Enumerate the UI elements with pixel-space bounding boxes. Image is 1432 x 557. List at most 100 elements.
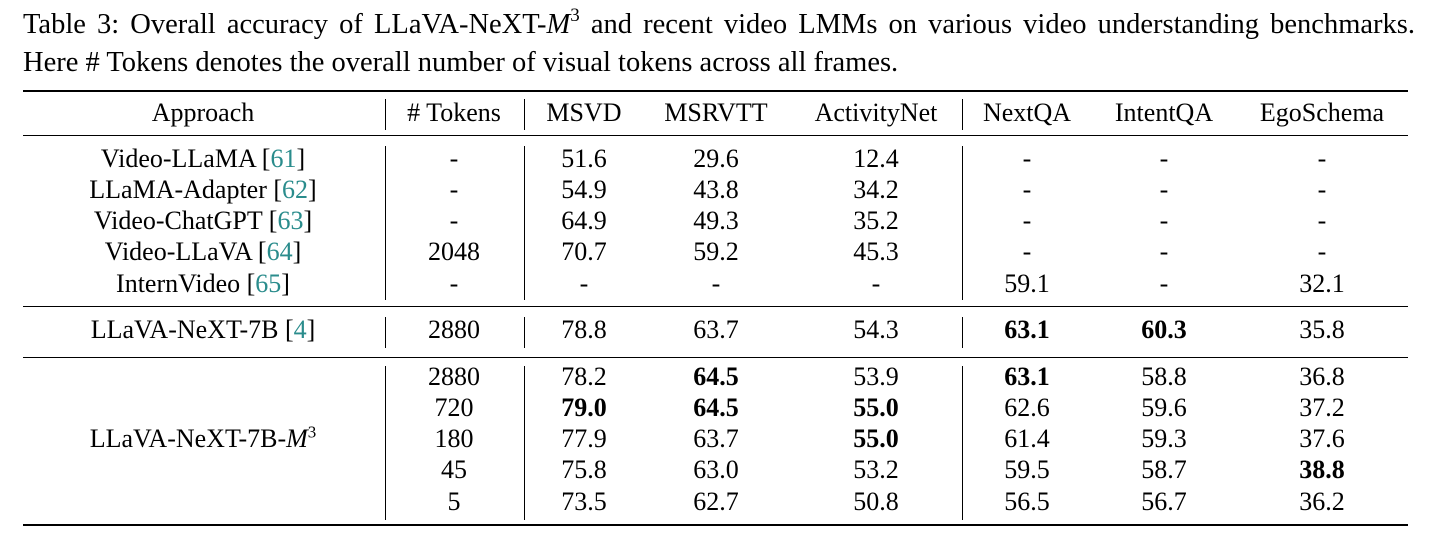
header-approach: Approach	[151, 98, 255, 127]
header-intentqa: IntentQA	[1114, 98, 1214, 127]
column-separator	[385, 317, 386, 348]
column-separator	[524, 366, 525, 520]
approach-name: InternVideo [	[116, 269, 256, 298]
citation-link[interactable]: 62	[282, 175, 309, 204]
column-separator	[962, 99, 963, 130]
citation-link[interactable]: 61	[270, 144, 297, 173]
approach-name: Video-ChatGPT [	[93, 206, 278, 235]
column-separator	[524, 99, 525, 130]
table-cell: 54.9	[561, 175, 607, 204]
group1-rule	[23, 306, 1408, 307]
approach-cell: Video-LLaVA [64]	[104, 237, 302, 266]
table-cell: 70.7	[561, 237, 607, 266]
table-cell: 36.8	[1299, 362, 1345, 391]
table-cell: 50.8	[853, 487, 899, 516]
table-cell: 63.0	[693, 455, 739, 484]
table-cell: -	[449, 144, 459, 173]
table-cell: -	[1317, 206, 1327, 235]
table-cell: -	[1022, 144, 1032, 173]
table-cell: -	[1317, 175, 1327, 204]
table-cell: 32.1	[1299, 269, 1345, 298]
column-separator	[524, 146, 525, 300]
table-cell: 62.7	[693, 487, 739, 516]
header-msvd: MSVD	[546, 98, 622, 127]
table-cell: -	[1159, 175, 1169, 204]
column-separator	[524, 317, 525, 348]
table-cell: 58.8	[1141, 362, 1187, 391]
table-cell: 56.7	[1141, 487, 1187, 516]
table-cell: 2048	[428, 237, 480, 266]
table-cell: 38.8	[1299, 455, 1345, 484]
table-cell: -	[1159, 269, 1169, 298]
table-cell: 5	[447, 487, 461, 516]
header-nextqa: NextQA	[982, 98, 1072, 127]
table-cell: -	[449, 175, 459, 204]
table-cell: -	[1159, 206, 1169, 235]
table-cell: 58.7	[1141, 455, 1187, 484]
table-cell: 12.4	[853, 144, 899, 173]
table-cell: 36.2	[1299, 487, 1345, 516]
header-activitynet: ActivityNet	[814, 98, 938, 127]
table-cell: 63.7	[693, 315, 739, 344]
table-cell: 55.0	[853, 424, 899, 453]
table-cell: 54.3	[853, 315, 899, 344]
column-separator	[962, 317, 963, 348]
citation-link[interactable]: 4	[293, 315, 307, 344]
table-cell: 79.0	[561, 393, 607, 422]
group2-rule	[23, 357, 1408, 358]
table-cell: 63.1	[1004, 315, 1050, 344]
table-cell: 49.3	[693, 206, 739, 235]
table-caption: Table 3: Overall accuracy of LLaVA-NeXT-…	[23, 6, 1415, 82]
column-separator	[962, 146, 963, 300]
table-cell: 45	[441, 455, 467, 484]
approach-cell: LLaVA-NeXT-7B [4]	[90, 315, 316, 344]
table-cell: 34.2	[853, 175, 899, 204]
table-cell: 37.2	[1299, 393, 1345, 422]
table-cell: 59.5	[1004, 455, 1050, 484]
table-cell: 720	[434, 393, 474, 422]
table-cell: -	[1022, 206, 1032, 235]
caption-suffix: and recent video LMMs on various video u…	[23, 9, 1415, 78]
table-cell: -	[1317, 144, 1327, 173]
citation-link[interactable]: 63	[277, 206, 304, 235]
header-msrvtt: MSRVTT	[664, 98, 768, 127]
table-cell: 56.5	[1004, 487, 1050, 516]
table-cell: 53.2	[853, 455, 899, 484]
header-rule	[23, 135, 1408, 136]
table-cell: 51.6	[561, 144, 607, 173]
caption-prefix: Table 3: Overall accuracy of LLaVA-NeXT-	[23, 9, 547, 40]
table-cell: 35.2	[853, 206, 899, 235]
table-cell: 64.5	[693, 393, 739, 422]
approach-cell-m3: LLaVA-NeXT-7B-M3	[89, 422, 317, 453]
top-rule	[23, 90, 1408, 92]
table-cell: 62.6	[1004, 393, 1050, 422]
column-separator	[385, 146, 386, 300]
table-cell: 64.9	[561, 206, 607, 235]
column-separator	[385, 366, 386, 520]
citation-link[interactable]: 65	[255, 269, 282, 298]
table-cell: 2880	[428, 362, 480, 391]
approach-name: Video-LLaMA [	[100, 144, 271, 173]
approach-name: LLaVA-NeXT-7B [	[90, 315, 294, 344]
table-cell: 77.9	[561, 424, 607, 453]
header-egoschema: EgoSchema	[1259, 98, 1385, 127]
table-cell: 59.3	[1141, 424, 1187, 453]
table-cell: 78.2	[561, 362, 607, 391]
table-cell: 35.8	[1299, 315, 1345, 344]
table-cell: 73.5	[561, 487, 607, 516]
approach-cell: InternVideo [65]	[116, 269, 290, 298]
table-cell: 37.6	[1299, 424, 1345, 453]
table-cell: -	[1317, 237, 1327, 266]
table-cell: -	[1159, 237, 1169, 266]
approach-name: Video-LLaVA [	[104, 237, 267, 266]
table-cell: 43.8	[693, 175, 739, 204]
table-cell: 53.9	[853, 362, 899, 391]
table-cell: 180	[434, 424, 474, 453]
approach-cell: Video-ChatGPT [63]	[93, 206, 313, 235]
table-cell: -	[449, 269, 459, 298]
table-cell: 61.4	[1004, 424, 1050, 453]
caption-m-exponent: 3	[570, 4, 580, 26]
citation-link[interactable]: 64	[266, 237, 293, 266]
table-cell: 55.0	[853, 393, 899, 422]
